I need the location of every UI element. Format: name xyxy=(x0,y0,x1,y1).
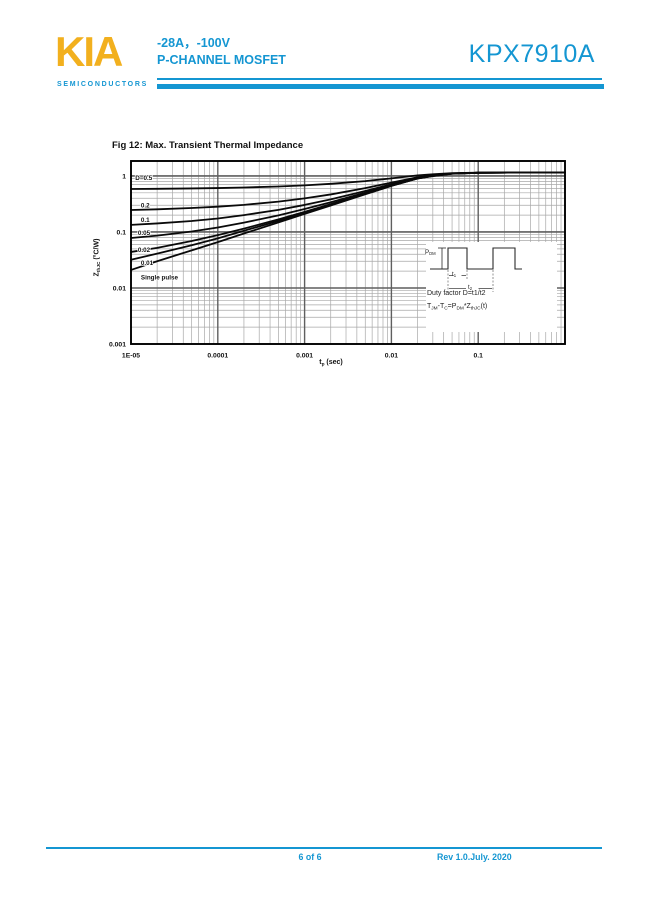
spec-line-channel-type: P-CHANNEL MOSFET xyxy=(157,53,286,67)
figure-title: Fig 12: Max. Transient Thermal Impedance xyxy=(112,140,304,151)
x-tick-label: 0.0001 xyxy=(207,353,228,360)
inset-t1-label: t1 xyxy=(452,271,457,279)
subscript: DM xyxy=(456,306,464,312)
inset-waveform xyxy=(430,247,522,270)
y-tick-label: 0.1 xyxy=(117,229,127,236)
y-tick-label: 1 xyxy=(122,173,126,180)
curve-label: 0.2 xyxy=(141,202,150,209)
inset-duty-factor-text: Duty factor D=t1/t2 xyxy=(427,290,486,297)
x-tick-label: 0.1 xyxy=(473,353,483,360)
plot-frame xyxy=(130,160,566,345)
curve-0.2 xyxy=(130,171,566,211)
subscript: DM xyxy=(429,251,436,257)
x-tick-label: 0.001 xyxy=(296,353,313,360)
x-tick-label: 0.01 xyxy=(385,353,398,360)
inset-t2-label: t2 xyxy=(468,284,473,292)
subscript: JM xyxy=(431,306,438,312)
y-axis-title: ZthJC (°C/W) xyxy=(93,238,102,277)
logo-subtitle: SEMICONDUCTORS xyxy=(57,81,148,88)
thermal-impedance-chart: D=0.5 0.2 0.1 0.05 0.02 0.01 Single pulse 1E-05… xyxy=(109,160,566,360)
kia-logo: KIA xyxy=(55,28,123,75)
subscript: thJC xyxy=(470,306,481,312)
inset-pdm-label: PDM xyxy=(425,249,436,257)
part-number: KPX7910A xyxy=(468,40,595,68)
header-rule-thin xyxy=(157,78,602,80)
x-tick-label: 1E-05 xyxy=(122,353,140,360)
curve-label: 0.01 xyxy=(141,260,154,267)
figure-12: Fig 12: Max. Transient Thermal Impedance… xyxy=(85,138,590,388)
page-number: 6 of 6 xyxy=(298,852,322,862)
subscript: p xyxy=(321,362,325,368)
curve-single-pulse xyxy=(130,171,566,271)
device-specs: -28A，-100V P-CHANNEL MOSFET xyxy=(157,35,286,69)
subscript: thJC xyxy=(96,261,102,273)
curve-label: 0.02 xyxy=(138,247,151,254)
revision-label: Rev 1.0.July. 2020 xyxy=(437,852,512,862)
inset-box xyxy=(426,242,557,332)
curve-label: D=0.5 xyxy=(135,175,152,182)
curve-label: 0.05 xyxy=(138,230,151,237)
curve-label: Single pulse xyxy=(141,274,179,281)
y-tick-label: 0.001 xyxy=(109,341,126,348)
spec-line-current-voltage: -28A，-100V xyxy=(157,36,230,50)
y-tick-label: 0.01 xyxy=(113,285,126,292)
subscript: 2 xyxy=(469,286,473,292)
x-axis-title: tp (sec) xyxy=(319,359,343,368)
subscript: 1 xyxy=(453,273,457,279)
curve-d-0.5 xyxy=(130,171,566,190)
header-rule-thick xyxy=(157,84,604,89)
curve-label: 0.1 xyxy=(141,217,150,224)
subscript: C xyxy=(444,306,448,312)
footer-rule xyxy=(46,847,602,849)
inset-formula-text: TJM-TC=PDM*ZthJC(t) xyxy=(427,303,488,312)
